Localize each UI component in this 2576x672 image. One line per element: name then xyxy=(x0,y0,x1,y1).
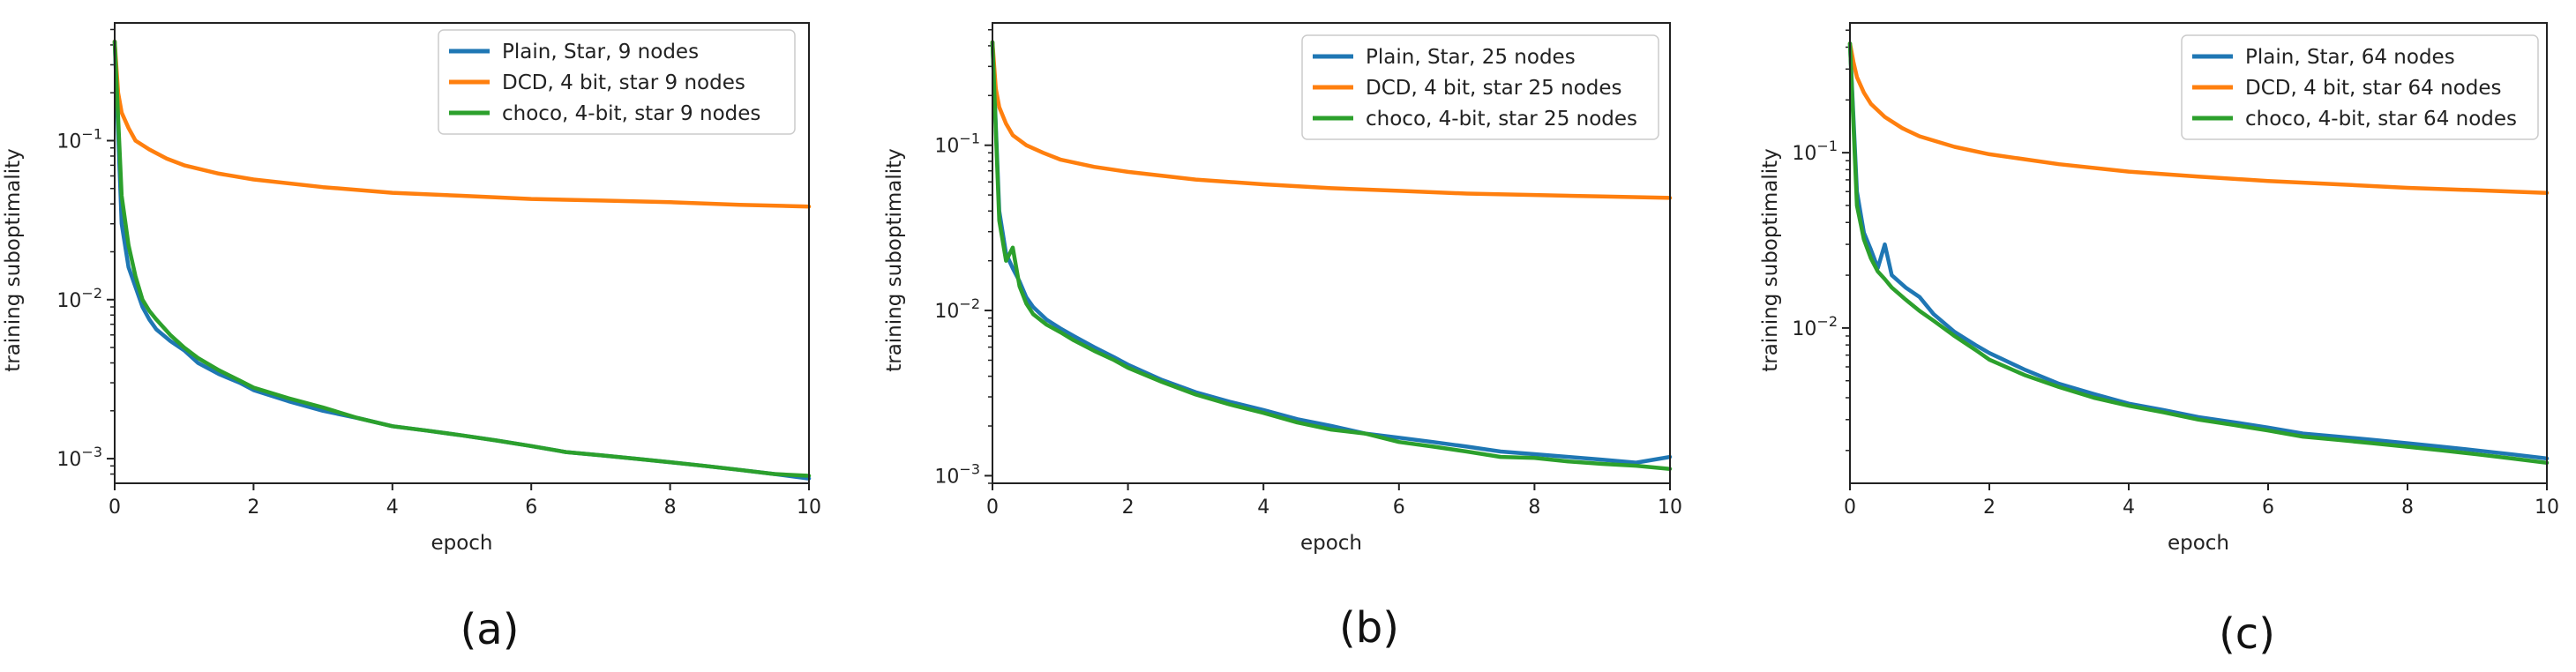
x-tick-label: 4 xyxy=(1257,497,1269,519)
x-tick-label: 6 xyxy=(1393,497,1405,519)
y-axis-title: training suboptimality xyxy=(883,148,906,372)
legend-entry: Plain, Star, 64 nodes xyxy=(2245,46,2455,69)
y-tick-label: 10−3 xyxy=(934,460,980,488)
legend-entry: choco, 4-bit, star 64 nodes xyxy=(2245,108,2517,131)
x-tick-label: 6 xyxy=(2262,497,2274,519)
y-tick-label: 10−2 xyxy=(56,285,102,312)
axes-frame xyxy=(114,22,810,484)
y-tick-label: 10−2 xyxy=(934,295,980,323)
series-line-dcd xyxy=(1847,41,2550,195)
panel-label: (b) xyxy=(1339,603,1399,653)
legend: Plain, Star, 64 nodes DCD, 4 bit, star 64… xyxy=(2181,34,2539,140)
chart-panel-c: 0 2 4 6 8 10 10−2 10−1 epoch training suboptimali… xyxy=(1759,22,2559,659)
series-line-dcd xyxy=(990,40,1673,200)
y-tick-label: 10−1 xyxy=(934,131,980,158)
legend-entry: Plain, Star, 25 nodes xyxy=(1366,46,1576,69)
legend-entry: Plain, Star, 9 nodes xyxy=(502,41,699,63)
axes-frame xyxy=(992,22,1671,484)
x-tick-label: 4 xyxy=(386,497,399,519)
series-line-choco xyxy=(990,40,1673,471)
series-line-dcd xyxy=(112,39,812,209)
chart-panel-a: 0 2 4 6 8 10 10−3 10−2 10−1 epoch training subopti… xyxy=(2,22,821,654)
y-tick-label: 10−1 xyxy=(1792,138,1838,165)
y-axis-title: training suboptimality xyxy=(1759,148,1782,372)
y-tick-label: 10−1 xyxy=(56,125,102,153)
x-tick-label: 8 xyxy=(2401,497,2414,519)
legend-box xyxy=(1301,34,1659,140)
x-tick-label: 2 xyxy=(247,497,259,519)
x-tick-label: 0 xyxy=(1844,497,1856,519)
panel-label: (c) xyxy=(2219,609,2275,659)
axes-frame xyxy=(1849,22,2548,484)
x-tick-label: 6 xyxy=(525,497,537,519)
x-tick-label: 10 xyxy=(2535,497,2559,519)
legend-entry: DCD, 4 bit, star 25 nodes xyxy=(1366,77,1622,100)
panel-label: (a) xyxy=(461,605,520,654)
y-tick-label: 10−2 xyxy=(1792,313,1838,340)
x-axis-title: epoch xyxy=(2168,532,2229,555)
x-axis-title: epoch xyxy=(431,532,492,555)
series-line-choco xyxy=(1847,41,2550,466)
legend-box xyxy=(2181,34,2539,140)
legend: Plain, Star, 25 nodes DCD, 4 bit, star 25… xyxy=(1301,34,1659,140)
x-tick-label: 2 xyxy=(1122,497,1134,519)
series-line-plain xyxy=(990,40,1673,465)
x-tick-label: 0 xyxy=(986,497,999,519)
x-tick-label: 4 xyxy=(2123,497,2135,519)
x-tick-label: 8 xyxy=(1528,497,1540,519)
chart-panel-b: 0 2 4 6 8 10 10−3 10−2 10−1 epoch training subopti… xyxy=(883,22,1682,653)
legend-entry: choco, 4-bit, star 25 nodes xyxy=(1366,108,1637,131)
legend: Plain, Star, 9 nodes DCD, 4 bit, star 9 n… xyxy=(438,29,796,135)
legend-entry: choco, 4-bit, star 9 nodes xyxy=(502,102,760,125)
legend-entry: DCD, 4 bit, star 64 nodes xyxy=(2245,77,2502,100)
y-axis-title: training suboptimality xyxy=(2,148,25,372)
x-tick-label: 8 xyxy=(664,497,677,519)
x-tick-label: 0 xyxy=(109,497,121,519)
x-tick-label: 2 xyxy=(1983,497,1996,519)
series-line-choco xyxy=(112,39,812,478)
series-line-plain xyxy=(1847,41,2550,461)
legend-entry: DCD, 4 bit, star 9 nodes xyxy=(502,71,745,94)
x-axis-title: epoch xyxy=(1300,532,1362,555)
x-tick-label: 10 xyxy=(1658,497,1682,519)
x-tick-label: 10 xyxy=(797,497,821,519)
legend-box xyxy=(438,29,796,135)
y-tick-label: 10−3 xyxy=(56,444,102,471)
